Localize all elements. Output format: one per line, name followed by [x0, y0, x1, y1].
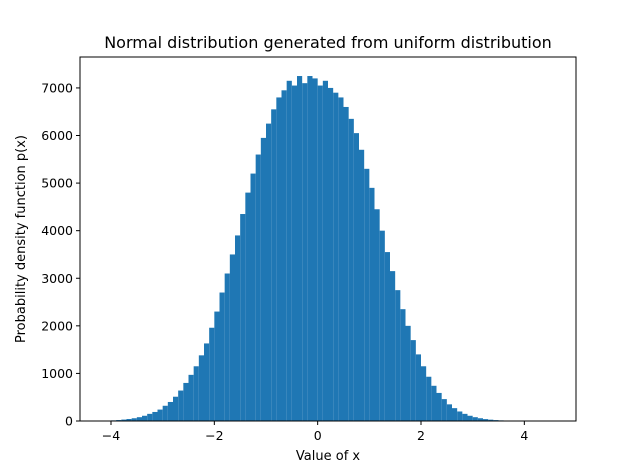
histogram-bar: [452, 408, 458, 421]
y-axis-label: Probability density function p(x): [14, 135, 29, 343]
histogram-bar: [162, 405, 168, 421]
histogram-bar: [364, 168, 370, 421]
histogram-bar: [198, 355, 204, 421]
y-tick-label: 4000: [41, 223, 73, 238]
histogram-bar: [219, 292, 225, 421]
histogram-bar: [126, 419, 132, 421]
histogram-bar: [193, 366, 199, 421]
y-tick-label: 1000: [41, 366, 73, 381]
histogram-bar: [183, 382, 189, 421]
histogram-bar: [483, 419, 489, 421]
histogram-bar: [224, 273, 230, 421]
chart-title: Normal distribution generated from unifo…: [104, 33, 552, 52]
histogram-bar: [462, 413, 468, 421]
histogram-bar: [173, 396, 179, 421]
histogram-bar: [214, 311, 220, 421]
histogram-bar: [235, 235, 241, 421]
histogram-bar: [281, 90, 287, 421]
histogram-bar: [152, 411, 158, 421]
histogram-bar: [147, 413, 153, 421]
histogram-bar: [317, 85, 323, 422]
y-tick-label: 2000: [41, 318, 73, 333]
histogram-bar: [178, 390, 184, 421]
histogram-bars: [85, 76, 556, 422]
histogram-bar: [167, 401, 173, 421]
histogram-bar: [410, 340, 416, 421]
histogram-bar: [343, 106, 349, 422]
histogram-bar: [472, 417, 478, 421]
y-tick-label: 6000: [41, 128, 73, 143]
histogram-bar: [359, 149, 365, 421]
histogram-bar: [286, 80, 292, 421]
histogram-bar: [400, 309, 406, 421]
histogram-bar: [271, 109, 277, 421]
histogram-bar: [322, 80, 328, 421]
x-axis-ticks: −4 −2 0 2 4: [102, 421, 528, 443]
y-tick-label: 0: [65, 414, 73, 429]
histogram-bar: [369, 187, 375, 421]
histogram-bar: [338, 97, 344, 421]
histogram-bar: [307, 76, 313, 421]
histogram-bar: [297, 76, 303, 421]
x-tick-label: −4: [102, 428, 120, 443]
histogram-bar: [446, 404, 452, 421]
histogram-bar: [291, 85, 297, 422]
x-tick-label: −2: [205, 428, 223, 443]
histogram-bar: [276, 97, 282, 421]
plot-frame: [79, 56, 577, 422]
histogram-bar: [302, 83, 308, 422]
histogram-bar: [426, 376, 432, 421]
histogram-bar: [431, 385, 437, 421]
x-axis-label: Value of x: [296, 449, 360, 464]
histogram-bar: [441, 399, 447, 421]
histogram-bar: [255, 154, 261, 422]
y-tick-label: 5000: [41, 176, 73, 191]
histogram-bar: [121, 419, 127, 421]
histogram-bar: [353, 133, 359, 421]
y-tick-label: 7000: [41, 80, 73, 95]
histogram-bar: [390, 271, 396, 421]
x-tick-label: 2: [417, 428, 425, 443]
histogram-bar: [266, 123, 272, 422]
histogram-bar: [405, 325, 411, 421]
histogram-bar: [348, 118, 354, 422]
histogram-bar: [374, 209, 380, 421]
y-axis-ticks: 0 1000 2000 3000 4000 5000 6000 7000: [41, 80, 80, 429]
histogram-bar: [379, 230, 385, 421]
histogram-bar: [157, 409, 163, 421]
histogram-bar: [131, 418, 137, 421]
histogram-bar: [240, 214, 246, 421]
histogram-bar: [209, 327, 215, 421]
histogram-bar: [477, 418, 483, 421]
histogram-bar: [328, 87, 334, 422]
histogram-bar: [136, 417, 142, 421]
histogram-bar: [488, 419, 494, 421]
histogram-bar: [421, 366, 427, 421]
histogram-bar: [142, 415, 148, 421]
x-tick-label: 4: [520, 428, 528, 443]
histogram-bar: [415, 354, 421, 421]
histogram-bar: [250, 173, 256, 421]
histogram-bar: [384, 252, 390, 421]
x-tick-label: 0: [314, 428, 322, 443]
histogram-bar: [260, 137, 266, 421]
histogram-bar: [229, 254, 235, 421]
histogram-bar: [312, 78, 318, 421]
histogram-bar: [467, 415, 473, 421]
histogram-bar: [333, 92, 339, 421]
histogram-bar: [457, 411, 463, 421]
histogram-bar: [204, 343, 210, 421]
histogram-bar: [188, 374, 194, 421]
histogram-bar: [245, 192, 251, 421]
y-tick-label: 3000: [41, 271, 73, 286]
histogram-bar: [395, 290, 401, 421]
histogram-bar: [436, 392, 442, 421]
